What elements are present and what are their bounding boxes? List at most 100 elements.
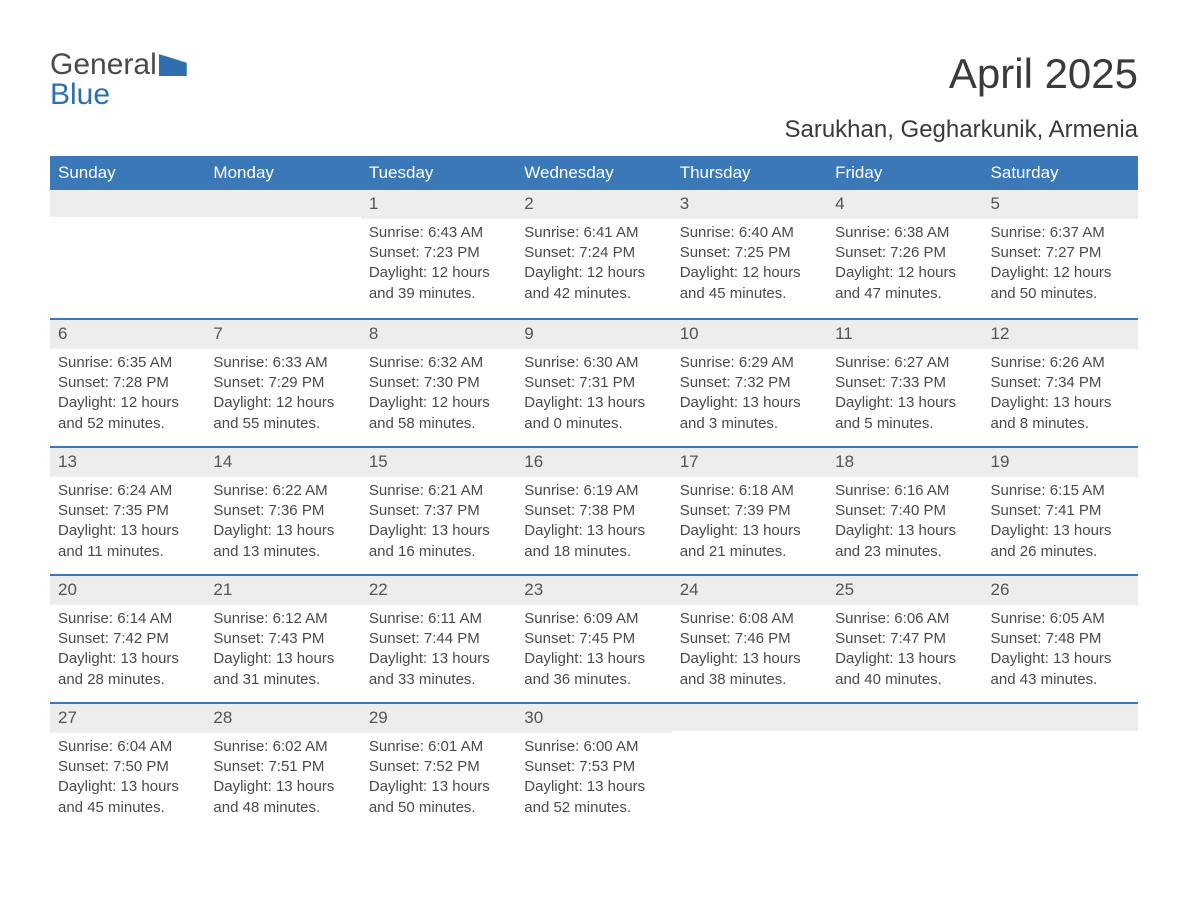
sunset-text: Sunset: 7:37 PM <box>369 501 508 521</box>
day-body: Sunrise: 6:41 AMSunset: 7:24 PMDaylight:… <box>516 219 671 316</box>
day-number: 4 <box>827 190 982 219</box>
sunset-text: Sunset: 7:26 PM <box>835 243 974 263</box>
sunrise-text: Sunrise: 6:00 AM <box>524 737 663 757</box>
day-body: Sunrise: 6:22 AMSunset: 7:36 PMDaylight:… <box>205 477 360 574</box>
calendar-day: 23Sunrise: 6:09 AMSunset: 7:45 PMDayligh… <box>516 576 671 702</box>
calendar-day <box>205 190 360 318</box>
brand-text: General Blue <box>50 50 187 110</box>
sunrise-text: Sunrise: 6:27 AM <box>835 353 974 373</box>
day-number: 30 <box>516 704 671 733</box>
day-number: 18 <box>827 448 982 477</box>
sunrise-text: Sunrise: 6:12 AM <box>213 609 352 629</box>
sunrise-text: Sunrise: 6:30 AM <box>524 353 663 373</box>
calendar-day: 13Sunrise: 6:24 AMSunset: 7:35 PMDayligh… <box>50 448 205 574</box>
sunset-text: Sunset: 7:53 PM <box>524 757 663 777</box>
sunset-text: Sunset: 7:33 PM <box>835 373 974 393</box>
day-body: Sunrise: 6:27 AMSunset: 7:33 PMDaylight:… <box>827 349 982 446</box>
calendar-day: 12Sunrise: 6:26 AMSunset: 7:34 PMDayligh… <box>983 320 1138 446</box>
sunset-text: Sunset: 7:34 PM <box>991 373 1130 393</box>
daylight-text: Daylight: 13 hours and 3 minutes. <box>680 393 819 434</box>
day-number <box>672 704 827 731</box>
sunset-text: Sunset: 7:42 PM <box>58 629 197 649</box>
calendar-day: 17Sunrise: 6:18 AMSunset: 7:39 PMDayligh… <box>672 448 827 574</box>
day-number <box>50 190 205 217</box>
sunrise-text: Sunrise: 6:09 AM <box>524 609 663 629</box>
dow-monday: Monday <box>205 156 360 190</box>
page-title: April 2025 <box>949 50 1138 98</box>
calendar-day: 3Sunrise: 6:40 AMSunset: 7:25 PMDaylight… <box>672 190 827 318</box>
sunrise-text: Sunrise: 6:33 AM <box>213 353 352 373</box>
day-number: 6 <box>50 320 205 349</box>
sunrise-text: Sunrise: 6:43 AM <box>369 223 508 243</box>
day-body: Sunrise: 6:00 AMSunset: 7:53 PMDaylight:… <box>516 733 671 830</box>
day-body: Sunrise: 6:11 AMSunset: 7:44 PMDaylight:… <box>361 605 516 702</box>
sunset-text: Sunset: 7:28 PM <box>58 373 197 393</box>
day-number: 9 <box>516 320 671 349</box>
daylight-text: Daylight: 12 hours and 58 minutes. <box>369 393 508 434</box>
calendar-day: 7Sunrise: 6:33 AMSunset: 7:29 PMDaylight… <box>205 320 360 446</box>
sunrise-text: Sunrise: 6:05 AM <box>991 609 1130 629</box>
day-number: 8 <box>361 320 516 349</box>
calendar-week: 6Sunrise: 6:35 AMSunset: 7:28 PMDaylight… <box>50 318 1138 446</box>
sunset-text: Sunset: 7:52 PM <box>369 757 508 777</box>
daylight-text: Daylight: 13 hours and 26 minutes. <box>991 521 1130 562</box>
sunrise-text: Sunrise: 6:18 AM <box>680 481 819 501</box>
sunset-text: Sunset: 7:44 PM <box>369 629 508 649</box>
daylight-text: Daylight: 13 hours and 43 minutes. <box>991 649 1130 690</box>
sunset-text: Sunset: 7:25 PM <box>680 243 819 263</box>
day-body: Sunrise: 6:14 AMSunset: 7:42 PMDaylight:… <box>50 605 205 702</box>
sunset-text: Sunset: 7:29 PM <box>213 373 352 393</box>
daylight-text: Daylight: 12 hours and 42 minutes. <box>524 263 663 304</box>
calendar-day: 29Sunrise: 6:01 AMSunset: 7:52 PMDayligh… <box>361 704 516 830</box>
daylight-text: Daylight: 13 hours and 28 minutes. <box>58 649 197 690</box>
daylight-text: Daylight: 13 hours and 38 minutes. <box>680 649 819 690</box>
sunrise-text: Sunrise: 6:32 AM <box>369 353 508 373</box>
calendar-day: 6Sunrise: 6:35 AMSunset: 7:28 PMDaylight… <box>50 320 205 446</box>
calendar-day: 2Sunrise: 6:41 AMSunset: 7:24 PMDaylight… <box>516 190 671 318</box>
sunrise-text: Sunrise: 6:22 AM <box>213 481 352 501</box>
day-body: Sunrise: 6:38 AMSunset: 7:26 PMDaylight:… <box>827 219 982 316</box>
sunset-text: Sunset: 7:35 PM <box>58 501 197 521</box>
daylight-text: Daylight: 13 hours and 21 minutes. <box>680 521 819 562</box>
sunset-text: Sunset: 7:27 PM <box>991 243 1130 263</box>
calendar-day: 9Sunrise: 6:30 AMSunset: 7:31 PMDaylight… <box>516 320 671 446</box>
calendar-day: 4Sunrise: 6:38 AMSunset: 7:26 PMDaylight… <box>827 190 982 318</box>
sunrise-text: Sunrise: 6:37 AM <box>991 223 1130 243</box>
sunrise-text: Sunrise: 6:02 AM <box>213 737 352 757</box>
brand-general: General <box>50 48 157 81</box>
sunset-text: Sunset: 7:45 PM <box>524 629 663 649</box>
daylight-text: Daylight: 13 hours and 52 minutes. <box>524 777 663 818</box>
calendar-day: 8Sunrise: 6:32 AMSunset: 7:30 PMDaylight… <box>361 320 516 446</box>
sunset-text: Sunset: 7:31 PM <box>524 373 663 393</box>
day-body: Sunrise: 6:37 AMSunset: 7:27 PMDaylight:… <box>983 219 1138 316</box>
sunset-text: Sunset: 7:30 PM <box>369 373 508 393</box>
sunset-text: Sunset: 7:43 PM <box>213 629 352 649</box>
sunset-text: Sunset: 7:46 PM <box>680 629 819 649</box>
daylight-text: Daylight: 13 hours and 16 minutes. <box>369 521 508 562</box>
day-body: Sunrise: 6:12 AMSunset: 7:43 PMDaylight:… <box>205 605 360 702</box>
day-body: Sunrise: 6:33 AMSunset: 7:29 PMDaylight:… <box>205 349 360 446</box>
dow-header: Sunday Monday Tuesday Wednesday Thursday… <box>50 156 1138 190</box>
calendar-day: 1Sunrise: 6:43 AMSunset: 7:23 PMDaylight… <box>361 190 516 318</box>
daylight-text: Daylight: 13 hours and 11 minutes. <box>58 521 197 562</box>
sunset-text: Sunset: 7:41 PM <box>991 501 1130 521</box>
daylight-text: Daylight: 12 hours and 52 minutes. <box>58 393 197 434</box>
day-number <box>205 190 360 217</box>
daylight-text: Daylight: 12 hours and 47 minutes. <box>835 263 974 304</box>
day-number: 24 <box>672 576 827 605</box>
day-body: Sunrise: 6:21 AMSunset: 7:37 PMDaylight:… <box>361 477 516 574</box>
day-body: Sunrise: 6:32 AMSunset: 7:30 PMDaylight:… <box>361 349 516 446</box>
day-body: Sunrise: 6:16 AMSunset: 7:40 PMDaylight:… <box>827 477 982 574</box>
sunset-text: Sunset: 7:48 PM <box>991 629 1130 649</box>
daylight-text: Daylight: 13 hours and 48 minutes. <box>213 777 352 818</box>
dow-friday: Friday <box>827 156 982 190</box>
page-subtitle: Sarukhan, Gegharkunik, Armenia <box>50 116 1138 144</box>
calendar-day: 18Sunrise: 6:16 AMSunset: 7:40 PMDayligh… <box>827 448 982 574</box>
sunrise-text: Sunrise: 6:15 AM <box>991 481 1130 501</box>
sunrise-text: Sunrise: 6:06 AM <box>835 609 974 629</box>
sunrise-text: Sunrise: 6:26 AM <box>991 353 1130 373</box>
day-body: Sunrise: 6:15 AMSunset: 7:41 PMDaylight:… <box>983 477 1138 574</box>
day-number: 10 <box>672 320 827 349</box>
sunrise-text: Sunrise: 6:24 AM <box>58 481 197 501</box>
calendar-day: 22Sunrise: 6:11 AMSunset: 7:44 PMDayligh… <box>361 576 516 702</box>
